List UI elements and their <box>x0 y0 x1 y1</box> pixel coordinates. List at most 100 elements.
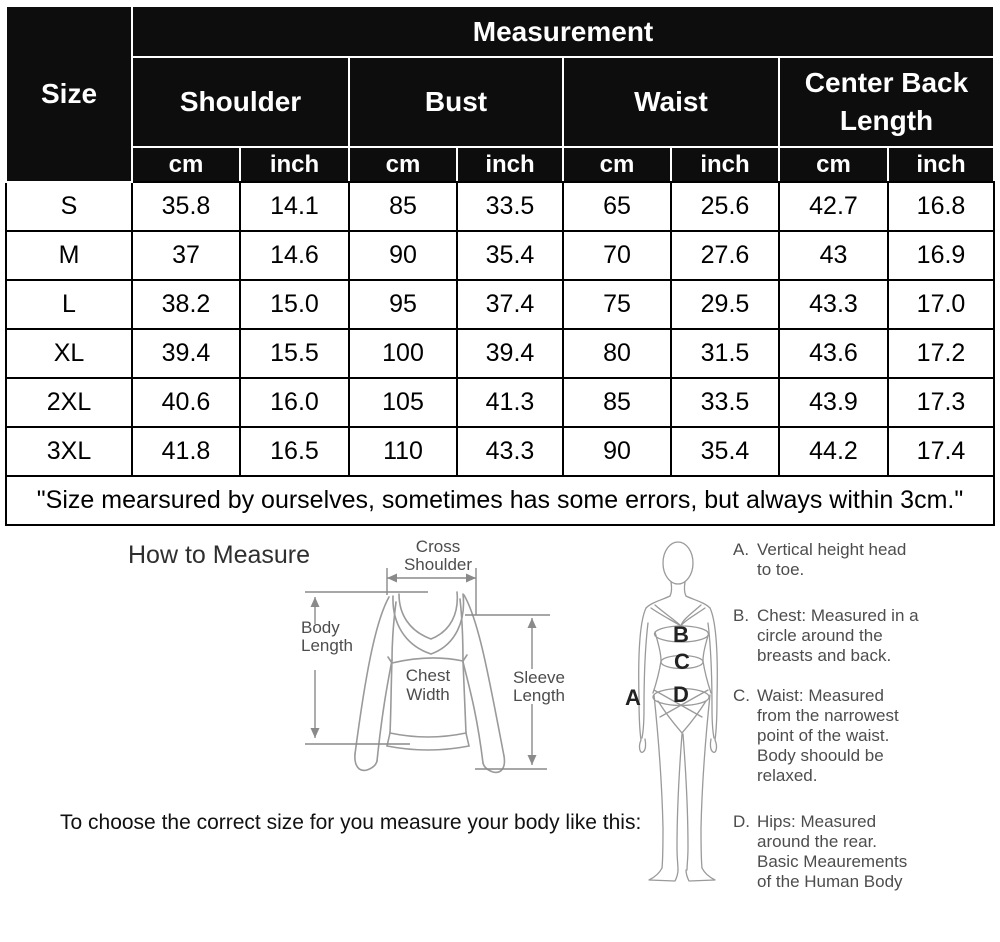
table-cell: 35.4 <box>670 426 780 477</box>
table-cell: 33.5 <box>670 377 780 428</box>
marker-b: B <box>673 622 689 647</box>
table-cell: 85 <box>562 377 672 428</box>
table-cell: 35.4 <box>456 230 564 281</box>
group-header-bust: Bust <box>348 56 564 148</box>
table-cell: 43.3 <box>778 279 889 330</box>
body-figure-diagram: A B C D <box>625 541 718 882</box>
group-header-waist: Waist <box>562 56 780 148</box>
cross-shoulder-label-line1: Cross <box>416 537 460 556</box>
table-cell: 80 <box>562 328 672 379</box>
table-cell: 15.5 <box>239 328 350 379</box>
table-row: M 37 14.6 90 35.4 70 27.6 43 16.9 <box>5 230 996 281</box>
table-cell: 105 <box>348 377 458 428</box>
instruction-d: D. Hips: Measured around the rear. Basic… <box>733 812 958 892</box>
table-cell: 35.8 <box>131 181 241 232</box>
instruction-line: to toe. <box>757 560 805 579</box>
table-cell: 37.4 <box>456 279 564 330</box>
cross-shoulder-label-line2: Shoulder <box>404 555 472 574</box>
table-header-row-units: cm inch cm inch cm inch cm inch <box>6 146 996 183</box>
table-cell: 16.9 <box>886 230 996 281</box>
table-cell: 41.3 <box>456 377 564 428</box>
instruction-a: A. Vertical height head to toe. <box>733 540 958 580</box>
unit-header-inch: inch <box>670 146 780 183</box>
table-cell: 14.6 <box>239 230 350 281</box>
table-cell: 39.4 <box>131 328 241 379</box>
body-length-label-line1: Body <box>301 618 340 637</box>
table-row: L 38.2 15.0 95 37.4 75 29.5 43.3 17.0 <box>5 279 996 330</box>
instruction-line: from the narrowest <box>757 706 899 725</box>
table-cell: 85 <box>348 181 458 232</box>
table-cell: 43.3 <box>456 426 564 477</box>
table-note-row: "Size mearsured by ourselves, sometimes … <box>4 475 996 526</box>
how-to-measure-title: How to Measure <box>128 541 311 569</box>
table-cell: 65 <box>562 181 672 232</box>
size-label: S <box>5 181 133 232</box>
instruction-line: Chest: Measured in a <box>757 606 919 625</box>
garment-measure-diagram: Cross Shoulder Body Length Chest Width S… <box>301 537 565 774</box>
sweater-sketch <box>354 591 506 774</box>
unit-header-inch: inch <box>886 146 996 183</box>
table-cell: 31.5 <box>670 328 780 379</box>
table-cell: 44.2 <box>778 426 889 477</box>
chest-width-label-line2: Width <box>406 685 449 704</box>
table-cell: 17.2 <box>886 328 996 379</box>
instruction-line: around the rear. <box>757 832 878 851</box>
table-cell: 38.2 <box>131 279 241 330</box>
instruction-line: relaxed. <box>757 766 818 785</box>
arrowheads <box>310 573 537 765</box>
table-cell: 39.4 <box>456 328 564 379</box>
table-cell: 41.8 <box>131 426 241 477</box>
size-label: L <box>5 279 133 330</box>
size-label: XL <box>5 328 133 379</box>
table-cell: 110 <box>348 426 458 477</box>
table-cell: 100 <box>348 328 458 379</box>
table-row: XL 39.4 15.5 100 39.4 80 31.5 43.6 17.2 <box>5 328 996 379</box>
choose-size-caption: To choose the correct size for you measu… <box>60 811 642 834</box>
instruction-line: Waist: Measured <box>757 686 884 705</box>
table-cell: 75 <box>562 279 672 330</box>
instruction-line: Vertical height head <box>757 540 907 559</box>
unit-header-cm: cm <box>131 146 241 183</box>
unit-header-inch: inch <box>239 146 350 183</box>
instruction-line: circle around the <box>757 626 883 645</box>
instruction-line: Hips: Measured <box>757 812 877 831</box>
table-cell: 16.5 <box>239 426 350 477</box>
marker-a: A <box>625 685 641 710</box>
instruction-line: Basic Meaurements <box>757 852 908 871</box>
table-cell: 95 <box>348 279 458 330</box>
size-column-header: Size <box>5 5 133 183</box>
group-header-center-back-length: Center Back Length <box>777 56 996 148</box>
table-header-row-measurement: Size Measurement <box>5 5 996 183</box>
dimension-lines <box>305 568 550 770</box>
table-cell: 33.5 <box>456 181 564 232</box>
measurement-header: Measurement <box>130 5 996 58</box>
unit-header-cm: cm <box>348 146 458 183</box>
size-disclaimer-note: "Size mearsured by ourselves, sometimes … <box>4 475 996 526</box>
table-row: 2XL 40.6 16.0 105 41.3 85 33.5 43.9 17.3 <box>5 377 996 428</box>
instruction-b: B. Chest: Measured in a circle around th… <box>733 606 958 666</box>
table-cell: 16.0 <box>239 377 350 428</box>
table-row: S 35.8 14.1 85 33.5 65 25.6 42.7 16.8 <box>5 181 996 232</box>
table-cell: 43 <box>778 230 889 281</box>
size-label: 2XL <box>5 377 133 428</box>
table-cell: 42.7 <box>778 181 889 232</box>
table-cell: 27.6 <box>670 230 780 281</box>
marker-d: D <box>673 682 689 707</box>
table-cell: 17.4 <box>886 426 996 477</box>
table-cell: 17.3 <box>886 377 996 428</box>
unit-header-cm: cm <box>778 146 889 183</box>
table-header-row-groups: Shoulder Bust Waist Center Back Length <box>6 56 996 148</box>
size-chart-table: Size Measurement Shoulder Bust Waist Cen… <box>4 5 996 526</box>
table-cell: 70 <box>562 230 672 281</box>
unit-header-inch: inch <box>456 146 564 183</box>
table-cell: 43.9 <box>778 377 889 428</box>
instruction-line: Body shoould be <box>757 746 884 765</box>
instruction-c: C. Waist: Measured from the narrowest po… <box>733 686 958 786</box>
table-cell: 43.6 <box>778 328 889 379</box>
table-cell: 14.1 <box>239 181 350 232</box>
instruction-line: of the Human Body <box>757 872 903 891</box>
instruction-c-prefix: C. <box>733 686 750 705</box>
sleeve-length-label-line1: Sleeve <box>513 668 565 687</box>
table-cell: 90 <box>348 230 458 281</box>
